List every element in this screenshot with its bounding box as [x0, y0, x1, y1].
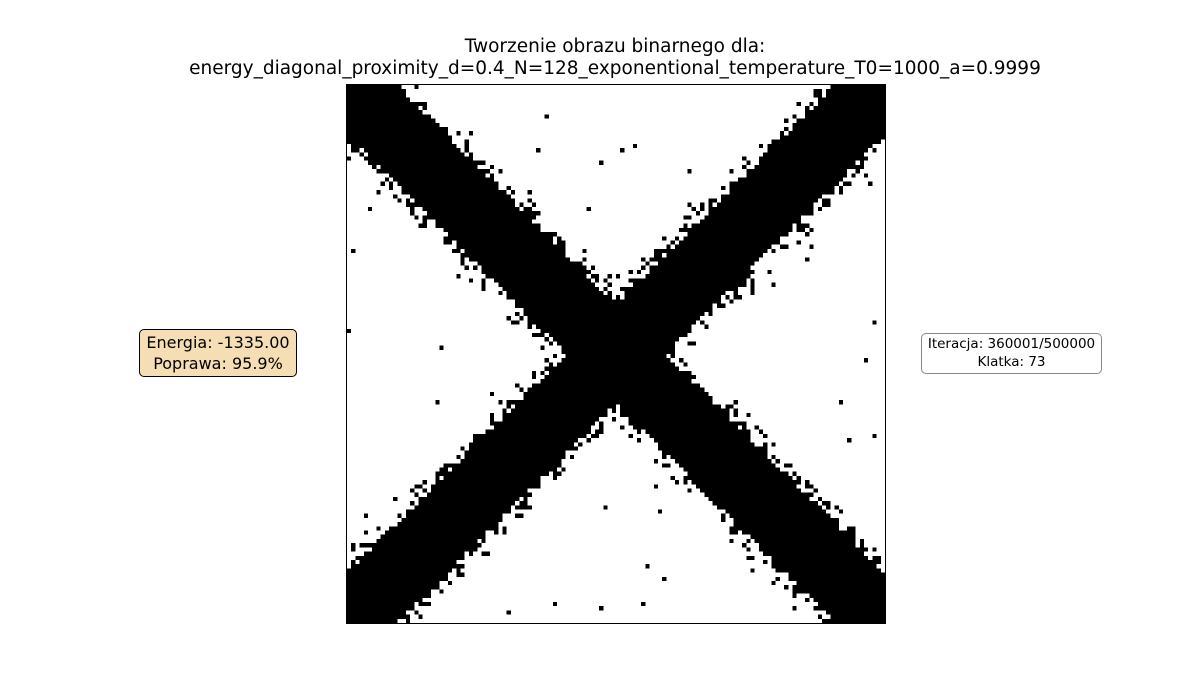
improvement-value: Poprawa: 95.9%	[153, 354, 283, 373]
binary-image-heatmap	[347, 85, 885, 623]
chart-title-line-1: Tworzenie obrazu binarnego dla:	[464, 36, 766, 57]
chart-title-line-2: energy_diagonal_proximity_d=0.4_N=128_ex…	[189, 58, 1041, 79]
chart-title: Tworzenie obrazu binarnego dla: energy_d…	[0, 36, 1200, 80]
energy-value: Energia: -1335.00	[146, 333, 290, 352]
frame-value: Klatka: 73	[977, 353, 1046, 370]
iteration-info-box: Iteracja: 360001/500000 Klatka: 73	[921, 333, 1102, 374]
binary-image-plot	[346, 84, 886, 624]
iteration-value: Iteracja: 360001/500000	[927, 336, 1096, 352]
energy-info-box: Energia: -1335.00 Poprawa: 95.9%	[139, 329, 297, 377]
